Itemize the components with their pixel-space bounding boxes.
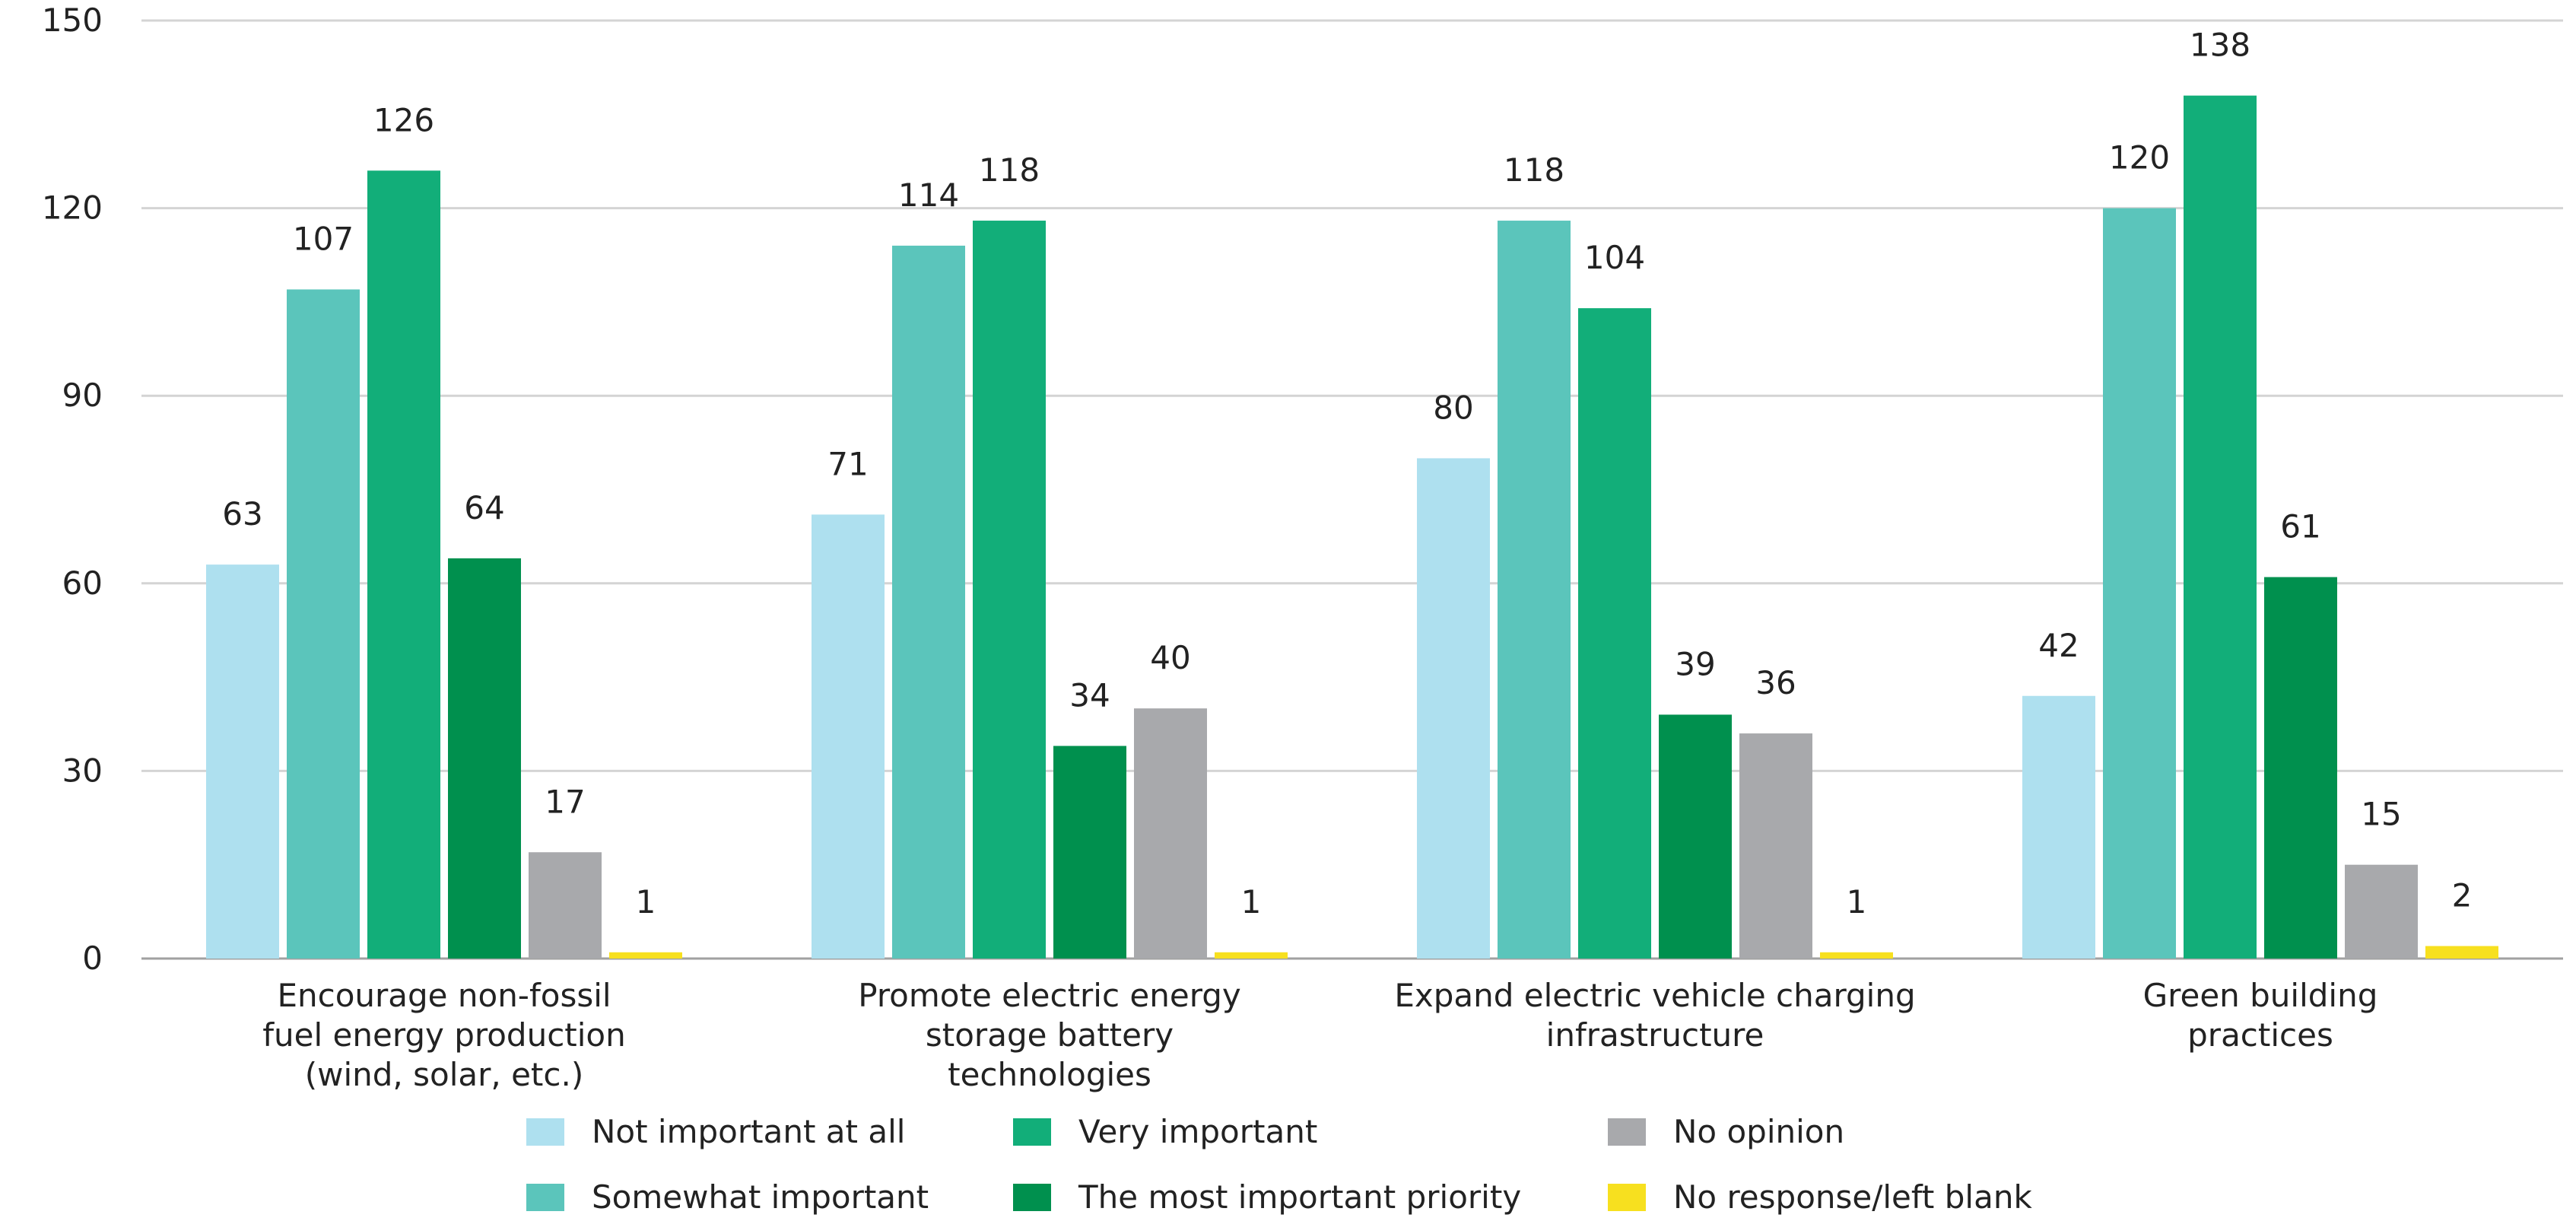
bar <box>1498 221 1571 959</box>
category-label: Expand electric vehicle charging <box>1394 977 1915 1014</box>
y-tick-label: 150 <box>42 2 103 39</box>
legend-label: Somewhat important <box>592 1178 929 1216</box>
data-label: 104 <box>1584 239 1645 276</box>
data-label: 71 <box>827 445 868 482</box>
data-label: 42 <box>2038 627 2079 664</box>
bars <box>206 95 2498 959</box>
bar <box>1739 733 1812 959</box>
bar <box>1215 952 1288 959</box>
data-label: 1 <box>636 883 656 921</box>
bar <box>2022 695 2095 959</box>
bar <box>609 952 682 959</box>
y-tick-label: 90 <box>62 377 103 414</box>
legend: Not important at all Very important No opi… <box>526 1113 2032 1216</box>
legend-label: No response/left blank <box>1673 1178 2032 1216</box>
bar <box>529 852 602 959</box>
category-label: practices <box>2187 1016 2333 1054</box>
legend-label: The most important priority <box>1078 1178 1521 1216</box>
bar <box>1053 746 1126 959</box>
data-label: 15 <box>2361 796 2401 833</box>
y-tick-label: 0 <box>82 940 103 977</box>
data-label: 36 <box>1755 664 1796 701</box>
legend-swatch <box>1608 1184 1646 1211</box>
legend-label: No opinion <box>1673 1113 1844 1150</box>
bar <box>2264 577 2337 959</box>
data-label: 80 <box>1433 389 1473 426</box>
bar <box>1578 308 1651 959</box>
data-label: 34 <box>1069 677 1110 714</box>
data-label: 64 <box>464 489 504 526</box>
data-labels: 63 107 126 64 17 1 71 114 118 34 40 1 80 118 104 39 36 1 4… <box>222 27 2472 921</box>
bar <box>2425 946 2498 959</box>
category-label: infrastructure <box>1546 1016 1764 1054</box>
data-label: 138 <box>2190 27 2250 64</box>
legend-swatch <box>526 1184 564 1211</box>
legend-swatch <box>1013 1118 1051 1146</box>
data-label: 126 <box>373 101 434 138</box>
data-label: 17 <box>545 783 585 820</box>
bar <box>2184 95 2257 959</box>
bar <box>973 221 1046 959</box>
legend-label: Very important <box>1078 1113 1317 1150</box>
data-label: 39 <box>1675 645 1715 682</box>
y-tick-label: 120 <box>42 189 103 227</box>
category-label: Encourage non-fossil <box>277 977 611 1014</box>
bar <box>892 245 965 959</box>
legend-swatch <box>526 1118 564 1146</box>
legend-swatch <box>1608 1118 1646 1146</box>
bar <box>206 564 279 959</box>
bar <box>2345 864 2418 959</box>
category-label: fuel energy production <box>262 1016 625 1054</box>
data-label: 40 <box>1150 639 1190 676</box>
data-label: 1 <box>1847 883 1867 921</box>
y-tick-label: 60 <box>62 564 103 602</box>
bar <box>1417 458 1490 959</box>
y-tick-label: 30 <box>62 752 103 789</box>
data-label: 61 <box>2280 508 2320 545</box>
data-label: 2 <box>2452 877 2473 914</box>
bar <box>287 289 360 959</box>
data-label: 1 <box>1241 883 1262 921</box>
data-label: 107 <box>293 220 354 257</box>
category-label: technologies <box>948 1056 1151 1093</box>
bar <box>1134 708 1207 959</box>
category-label: Promote electric energy <box>858 977 1241 1014</box>
bar <box>2103 208 2176 959</box>
bar <box>1659 714 1732 959</box>
bar <box>1820 952 1893 959</box>
bar <box>448 558 521 959</box>
data-label: 118 <box>979 151 1040 189</box>
bar <box>812 514 885 959</box>
data-label: 63 <box>222 495 262 533</box>
bar <box>367 170 440 959</box>
data-label: 118 <box>1504 151 1564 189</box>
category-label: (wind, solar, etc.) <box>305 1056 583 1093</box>
data-label: 114 <box>898 176 959 214</box>
category-label: Green building <box>2143 977 2378 1014</box>
legend-label: Not important at all <box>592 1113 905 1150</box>
data-label: 120 <box>2109 139 2170 176</box>
category-label: storage battery <box>926 1016 1174 1054</box>
legend-swatch <box>1013 1184 1051 1211</box>
